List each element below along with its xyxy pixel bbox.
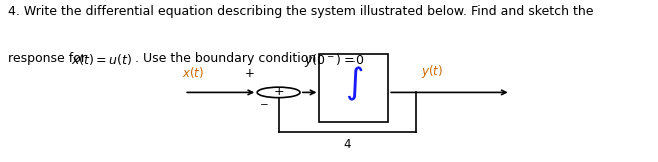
Text: 4: 4	[343, 138, 351, 151]
Text: 4. Write the differential equation describing the system illustrated below. Find: 4. Write the differential equation descr…	[8, 5, 594, 18]
Text: $y(t)$: $y(t)$	[421, 63, 443, 80]
Text: response for: response for	[8, 52, 90, 65]
Text: +: +	[245, 67, 255, 80]
Text: . Use the boundary condition: . Use the boundary condition	[135, 52, 320, 65]
Text: $\int$: $\int$	[345, 65, 363, 103]
Text: $x(t)$: $x(t)$	[182, 65, 204, 80]
Text: $y(0^-)=0$: $y(0^-)=0$	[304, 52, 365, 69]
Text: −: −	[260, 100, 268, 110]
Text: .: .	[351, 52, 355, 65]
Text: +: +	[273, 85, 284, 98]
Text: $x(t)=u(t)$: $x(t)=u(t)$	[71, 52, 132, 67]
Polygon shape	[319, 54, 388, 122]
